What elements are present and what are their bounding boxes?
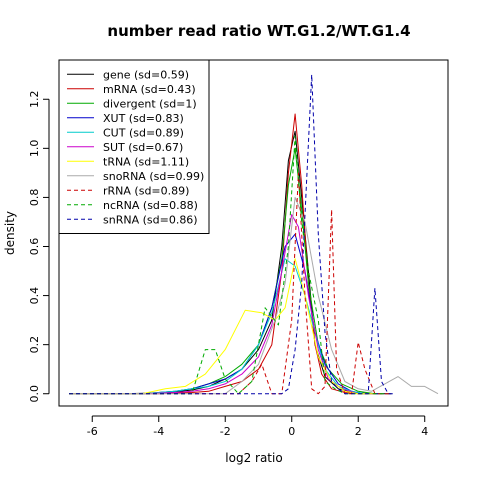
x-tick-label: -6	[87, 425, 98, 438]
series-line	[69, 214, 375, 395]
x-tick-label: 2	[355, 425, 362, 438]
series-line	[69, 74, 395, 395]
legend-entry-label: snoRNA (sd=0.99)	[103, 170, 204, 183]
y-tick-label: 1.0	[28, 140, 41, 158]
series-lines	[69, 74, 439, 395]
chart-title: number read ratio WT.G1.2/WT.G1.4	[107, 22, 410, 40]
legend-entry-label: SUT (sd=0.67)	[103, 141, 183, 154]
legend-entry-label: ncRNA (sd=0.88)	[103, 199, 198, 212]
y-tick-label: 0.8	[28, 189, 41, 207]
y-tick-label: 0.6	[28, 238, 41, 256]
legend-entry-label: mRNA (sd=0.43)	[103, 83, 196, 96]
x-tick-label: 4	[421, 425, 428, 438]
legend-entry-label: gene (sd=0.59)	[103, 68, 189, 81]
series-line	[69, 172, 392, 395]
y-axis-label: density	[3, 211, 17, 255]
series-line	[69, 130, 392, 395]
y-tick-label: 0.4	[28, 287, 41, 305]
y-tick-label: 0.0	[28, 385, 41, 403]
legend-entry-label: CUT (sd=0.89)	[103, 126, 184, 139]
series-line	[69, 196, 439, 395]
y-tick-label: 0.2	[28, 336, 41, 354]
x-tick-label: 0	[288, 425, 295, 438]
series-line	[69, 135, 385, 395]
series-line	[69, 258, 365, 395]
x-tick-label: -4	[153, 425, 164, 438]
legend-entry-label: tRNA (sd=1.11)	[103, 155, 189, 168]
y-tick-label: 1.2	[28, 91, 41, 109]
legend-entry-label: snRNA (sd=0.86)	[103, 213, 198, 226]
series-line	[69, 113, 375, 395]
legend-entry-label: XUT (sd=0.83)	[103, 112, 184, 125]
legend-entry-label: divergent (sd=1)	[103, 97, 197, 110]
legend: gene (sd=0.59) mRNA (sd=0.43)divergent (s…	[58, 59, 210, 234]
x-axis-label: log2 ratio	[225, 451, 282, 465]
axes: -6 -4 -2 0 2 4 0.0 0.2 0.4 0.6 0.8 1.0 1.2	[28, 91, 428, 438]
legend-entry-label: rRNA (sd=0.89)	[103, 184, 189, 197]
x-tick-label: -2	[220, 425, 231, 438]
